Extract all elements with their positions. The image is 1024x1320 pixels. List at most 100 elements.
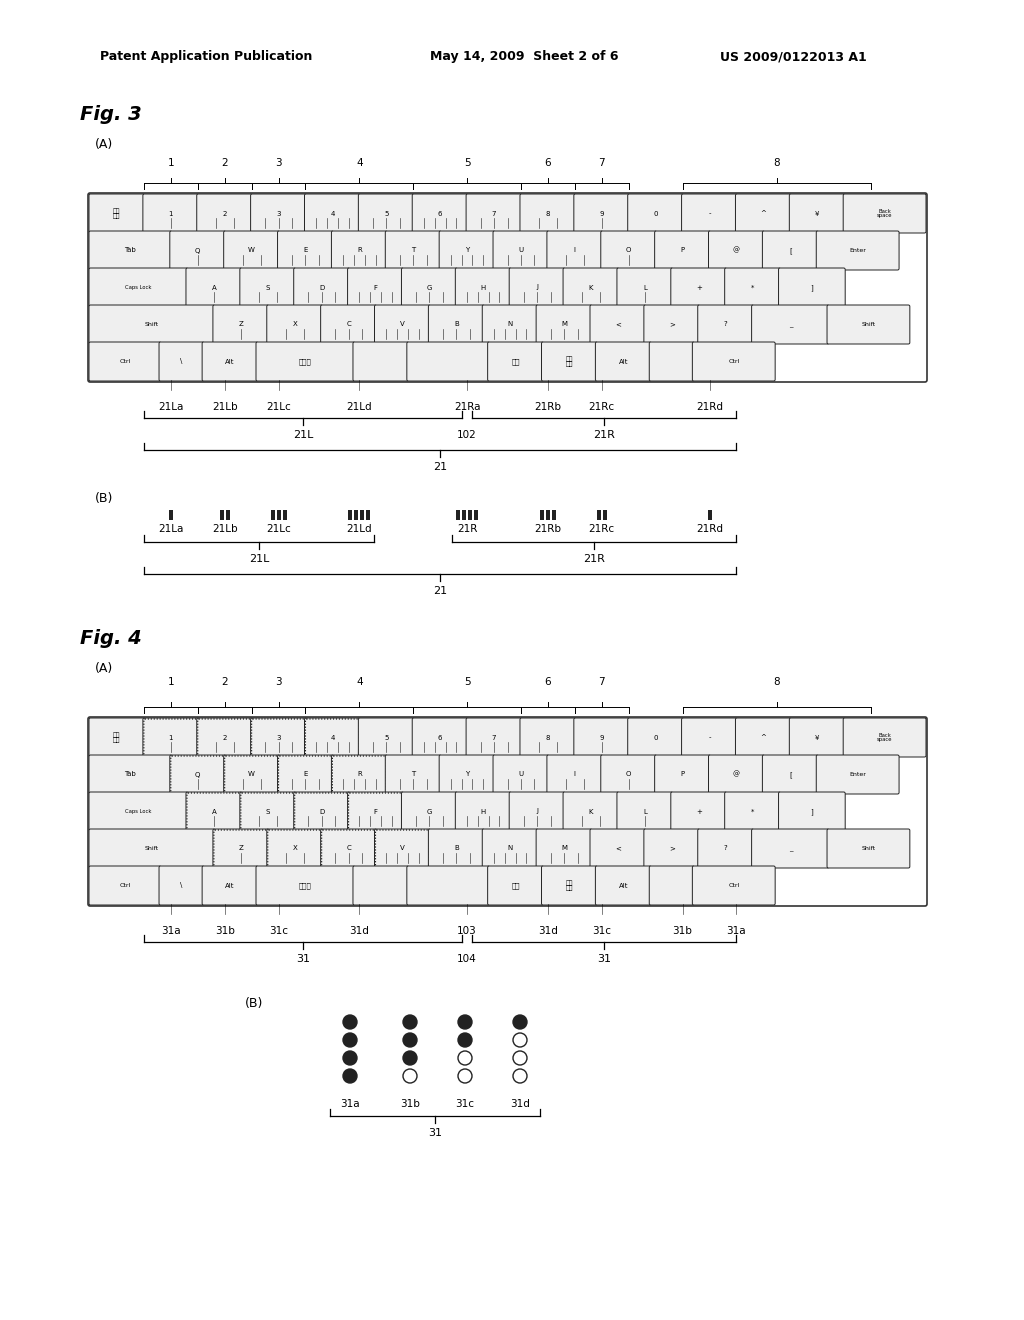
Text: 1: 1 bbox=[168, 677, 174, 686]
Text: 31b: 31b bbox=[215, 927, 234, 936]
FancyBboxPatch shape bbox=[159, 342, 204, 381]
Circle shape bbox=[403, 1015, 417, 1030]
FancyBboxPatch shape bbox=[170, 231, 225, 271]
FancyBboxPatch shape bbox=[375, 829, 430, 869]
Text: 5: 5 bbox=[384, 734, 388, 741]
Text: 31d: 31d bbox=[510, 1100, 530, 1109]
FancyBboxPatch shape bbox=[223, 755, 280, 795]
FancyBboxPatch shape bbox=[358, 194, 415, 234]
FancyBboxPatch shape bbox=[143, 194, 199, 234]
Circle shape bbox=[458, 1015, 472, 1030]
Bar bbox=[462, 510, 466, 520]
FancyBboxPatch shape bbox=[595, 342, 651, 381]
Text: Q: Q bbox=[195, 771, 201, 777]
Text: Fig. 3: Fig. 3 bbox=[80, 106, 141, 124]
Text: F: F bbox=[374, 808, 378, 814]
FancyBboxPatch shape bbox=[89, 268, 188, 308]
Text: 3: 3 bbox=[275, 158, 282, 168]
FancyBboxPatch shape bbox=[170, 755, 225, 795]
FancyBboxPatch shape bbox=[256, 342, 355, 381]
FancyBboxPatch shape bbox=[778, 792, 845, 832]
FancyBboxPatch shape bbox=[644, 829, 699, 869]
Text: Z: Z bbox=[239, 322, 244, 327]
Text: 2: 2 bbox=[221, 677, 228, 686]
Text: 31d: 31d bbox=[349, 927, 370, 936]
Text: 31b: 31b bbox=[400, 1100, 420, 1109]
Text: May 14, 2009  Sheet 2 of 6: May 14, 2009 Sheet 2 of 6 bbox=[430, 50, 618, 63]
Text: V: V bbox=[400, 846, 404, 851]
FancyBboxPatch shape bbox=[697, 305, 754, 345]
Text: 4: 4 bbox=[330, 734, 335, 741]
FancyBboxPatch shape bbox=[616, 792, 673, 832]
FancyBboxPatch shape bbox=[267, 305, 323, 345]
Text: Y: Y bbox=[465, 771, 469, 777]
Text: Caps Lock: Caps Lock bbox=[125, 285, 152, 290]
Text: (A): (A) bbox=[95, 663, 114, 675]
Text: G: G bbox=[427, 808, 432, 814]
FancyBboxPatch shape bbox=[790, 194, 845, 234]
Text: 4: 4 bbox=[356, 158, 362, 168]
Text: 9: 9 bbox=[599, 210, 604, 216]
Bar bbox=[468, 510, 472, 520]
FancyBboxPatch shape bbox=[520, 194, 575, 234]
FancyBboxPatch shape bbox=[487, 866, 544, 906]
FancyBboxPatch shape bbox=[213, 829, 268, 869]
Text: 31: 31 bbox=[428, 1129, 442, 1138]
Text: 31d: 31d bbox=[538, 927, 558, 936]
Text: 21R: 21R bbox=[593, 430, 615, 440]
Text: D: D bbox=[319, 285, 325, 290]
Text: 31: 31 bbox=[296, 954, 310, 964]
Text: 21La: 21La bbox=[158, 403, 183, 412]
FancyBboxPatch shape bbox=[401, 792, 458, 832]
FancyBboxPatch shape bbox=[294, 792, 349, 832]
FancyBboxPatch shape bbox=[89, 718, 144, 756]
FancyBboxPatch shape bbox=[654, 231, 711, 271]
Text: Tab: Tab bbox=[125, 771, 136, 777]
Text: 9: 9 bbox=[599, 734, 604, 741]
Circle shape bbox=[458, 1034, 472, 1047]
Text: 3: 3 bbox=[276, 734, 281, 741]
Bar bbox=[708, 510, 712, 520]
Text: C: C bbox=[346, 846, 351, 851]
Text: E: E bbox=[303, 248, 307, 253]
Text: 変換: 変換 bbox=[511, 882, 520, 888]
Text: K: K bbox=[589, 808, 593, 814]
Text: ?: ? bbox=[724, 846, 728, 851]
Text: Ctrl: Ctrl bbox=[120, 359, 131, 364]
FancyBboxPatch shape bbox=[321, 829, 377, 869]
Text: 0: 0 bbox=[653, 734, 657, 741]
FancyBboxPatch shape bbox=[401, 268, 458, 308]
Circle shape bbox=[458, 1051, 472, 1065]
FancyBboxPatch shape bbox=[304, 194, 360, 234]
Bar bbox=[276, 510, 281, 520]
FancyBboxPatch shape bbox=[482, 829, 539, 869]
Text: 6: 6 bbox=[438, 734, 442, 741]
Text: Shift: Shift bbox=[861, 846, 876, 851]
Text: 31b: 31b bbox=[673, 927, 692, 936]
Bar bbox=[474, 510, 478, 520]
FancyBboxPatch shape bbox=[439, 755, 495, 795]
Text: J: J bbox=[537, 808, 539, 814]
Text: O: O bbox=[626, 771, 632, 777]
Text: H: H bbox=[480, 808, 485, 814]
FancyBboxPatch shape bbox=[332, 231, 387, 271]
FancyBboxPatch shape bbox=[547, 231, 603, 271]
Text: 6: 6 bbox=[438, 210, 442, 216]
Bar bbox=[456, 510, 460, 520]
FancyBboxPatch shape bbox=[321, 305, 377, 345]
Text: Shift: Shift bbox=[861, 322, 876, 327]
Text: 31c: 31c bbox=[269, 927, 288, 936]
Text: *: * bbox=[751, 808, 755, 814]
Text: Z: Z bbox=[239, 846, 244, 851]
FancyBboxPatch shape bbox=[778, 268, 845, 308]
Text: S: S bbox=[265, 808, 270, 814]
FancyBboxPatch shape bbox=[428, 305, 484, 345]
Text: Y: Y bbox=[465, 248, 469, 253]
Text: 1: 1 bbox=[169, 734, 173, 741]
Bar bbox=[220, 510, 223, 520]
Text: T: T bbox=[411, 771, 416, 777]
Text: 5: 5 bbox=[384, 210, 388, 216]
FancyBboxPatch shape bbox=[353, 866, 409, 906]
Text: Ctrl: Ctrl bbox=[728, 359, 739, 364]
FancyBboxPatch shape bbox=[89, 792, 188, 832]
